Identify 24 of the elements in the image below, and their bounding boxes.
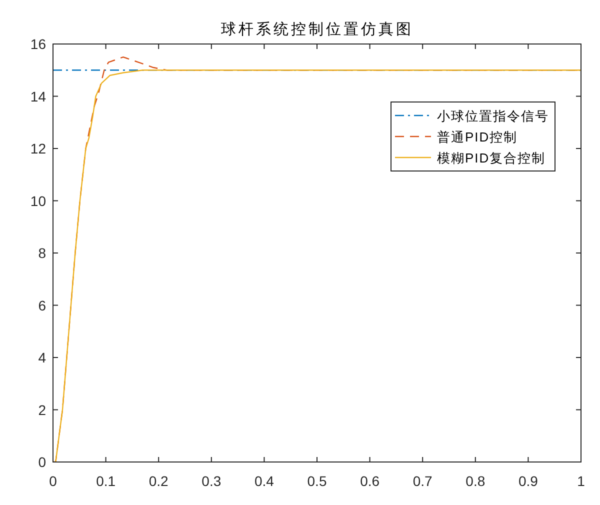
- x-tick-label: 1: [577, 473, 586, 489]
- x-tick-label: 0.6: [360, 473, 380, 489]
- y-tick-label: 14: [30, 88, 46, 104]
- y-tick-label: 2: [38, 402, 46, 418]
- x-tick-label: 0.1: [96, 473, 116, 489]
- x-tick-label: 0.7: [412, 473, 433, 489]
- y-tick-label: 10: [30, 192, 46, 209]
- x-tick-label: 0.4: [254, 473, 274, 489]
- x-tick-label: 0: [49, 473, 58, 489]
- x-tick-label: 0.2: [148, 473, 169, 489]
- chart-title: 球杆系统控制位置仿真图: [220, 21, 414, 38]
- legend-label: 普通PID控制: [437, 130, 518, 144]
- y-tick-label: 16: [30, 36, 46, 52]
- x-tick-label: 0.3: [202, 473, 222, 489]
- x-tick-label: 0.5: [307, 473, 327, 489]
- x-tick-label: 0.8: [466, 473, 486, 489]
- y-tick-label: 0: [38, 454, 46, 470]
- legend-label: 模糊PID复合控制: [437, 150, 546, 166]
- y-tick-label: 6: [38, 297, 46, 314]
- x-tick-label: 0.9: [518, 473, 538, 489]
- y-tick-label: 12: [30, 140, 46, 156]
- y-tick-label: 8: [38, 245, 46, 261]
- legend-label: 小球位置指令信号: [437, 108, 549, 124]
- y-tick-label: 4: [38, 350, 46, 366]
